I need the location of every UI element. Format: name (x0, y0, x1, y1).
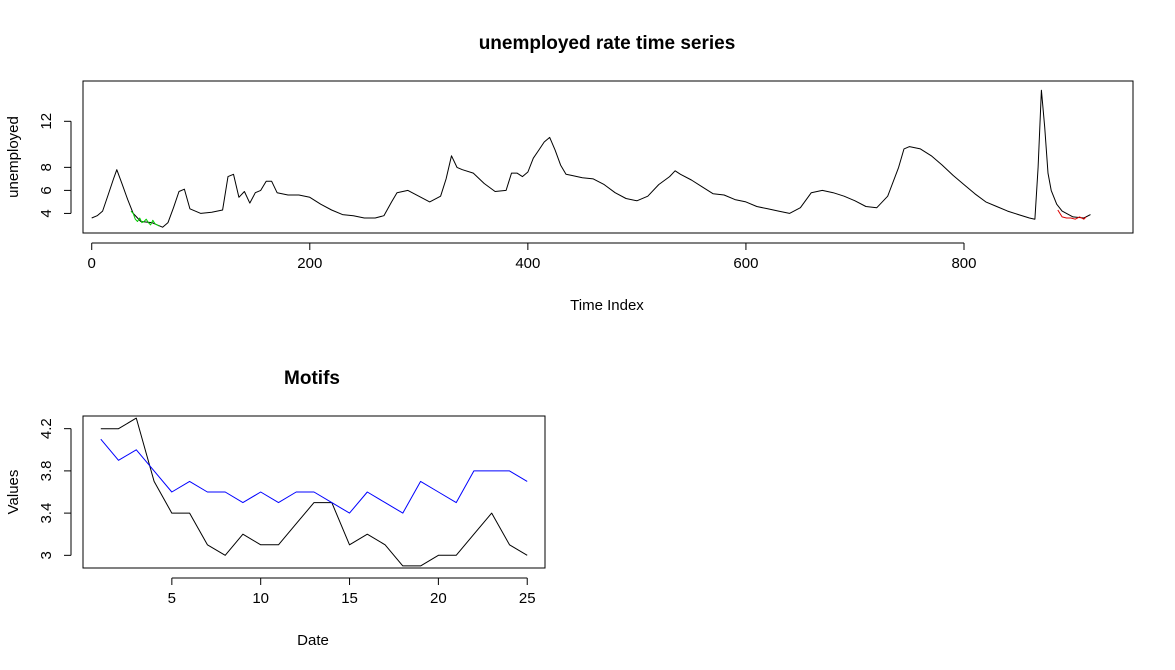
chart-title: unemployed rate time series (479, 33, 736, 54)
series-line-motif-2 (100, 438, 528, 514)
y-tick-label: 6 (38, 186, 55, 194)
chart-unemployed: unemployed rate time series 0 200 400 600 80… (5, 33, 1134, 314)
series-line-unemployed (91, 89, 1091, 228)
x-tick-label: 10 (252, 590, 269, 607)
x-tick-label: 600 (733, 255, 758, 272)
x-axis: 0 200 400 600 800 (88, 242, 977, 272)
series-group (100, 417, 528, 567)
series-line-motif-1 (100, 417, 528, 567)
y-tick-label: 3.4 (38, 503, 55, 524)
y-axis: 3 3.4 3.8 4.2 (38, 418, 72, 560)
x-tick-label: 25 (519, 590, 536, 607)
x-tick-label: 20 (430, 590, 447, 607)
y-tick-label: 3.8 (38, 460, 55, 481)
series-group (91, 89, 1091, 228)
y-axis-label: Values (5, 470, 22, 515)
x-tick-label: 800 (951, 255, 976, 272)
y-tick-label: 4 (38, 209, 55, 217)
x-axis-label: Date (297, 632, 329, 649)
x-axis: 5 10 15 20 25 (168, 577, 536, 607)
x-axis-label: Time Index (570, 297, 644, 314)
y-tick-label: 12 (38, 113, 55, 130)
y-tick-label: 3 (38, 551, 55, 559)
chart-motifs: Motifs 5 10 15 20 25 3 3.4 3.8 4.2 Date Values (5, 368, 546, 649)
x-tick-label: 200 (297, 255, 322, 272)
plot-frame (82, 80, 1134, 234)
x-tick-label: 400 (515, 255, 540, 272)
chart-title: Motifs (284, 368, 340, 389)
y-tick-label: 8 (38, 163, 55, 171)
series-line-motif-red (1057, 209, 1087, 220)
x-tick-label: 0 (88, 255, 96, 272)
x-tick-label: 5 (168, 590, 176, 607)
y-tick-label: 4.2 (38, 418, 55, 439)
y-axis-label: unemployed (5, 116, 22, 198)
series-line-motif-green (130, 210, 160, 227)
x-tick-label: 15 (341, 590, 358, 607)
y-axis: 4 6 8 12 (38, 113, 72, 218)
plot-frame (82, 415, 546, 569)
